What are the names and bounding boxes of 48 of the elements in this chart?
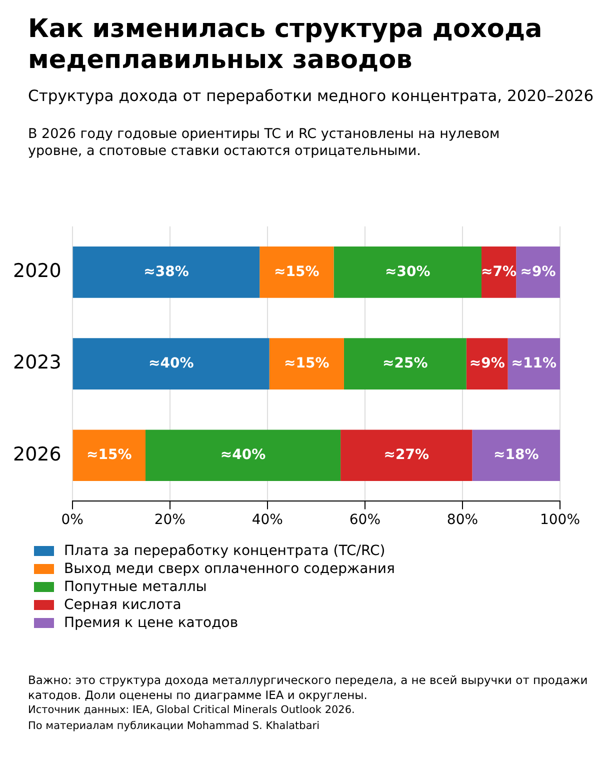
chart-title: Как изменилась структура дохода медеплавильных заводов <box>28 14 544 76</box>
bar <box>72 246 260 298</box>
x-tick-label: 100% <box>540 512 580 528</box>
y-tick-label: 2020 <box>12 260 62 282</box>
bar <box>516 246 560 298</box>
y-tick-label: 2026 <box>12 443 62 466</box>
data-label: ≈15% <box>86 447 132 464</box>
bar <box>72 430 146 482</box>
data-label: ≈15% <box>284 355 330 372</box>
data-label: ≈40% <box>220 447 266 464</box>
data-label: ≈7% <box>481 264 517 280</box>
text: По материалам публикации Mohammad S. Khalatbari <box>28 720 320 732</box>
bar <box>344 338 466 390</box>
bar <box>334 246 482 298</box>
bar <box>481 246 516 298</box>
data-label: ≈11% <box>511 355 557 372</box>
legend-label: Плата за переработку концентрата (TC/RC) <box>64 543 386 559</box>
text: Важно: это структура дохода металлургического передела, а не всей выручки от продажи катодов. Доли оценены по диаграмме IEA и округлены. <box>28 673 588 703</box>
data-label: ≈15% <box>274 264 320 280</box>
data-label: ≈25% <box>382 355 428 372</box>
legend-label: Выход меди сверх оплаченного содержания <box>64 561 395 577</box>
data-label: ≈27% <box>384 447 430 464</box>
data-label: ≈38% <box>144 264 189 280</box>
data-label: ≈9% <box>520 264 556 280</box>
bar <box>472 430 560 482</box>
legend-label: Серная кислота <box>64 597 182 613</box>
legend-label: Премия к цене катодов <box>64 615 238 631</box>
data-label: ≈18% <box>493 447 539 464</box>
bar <box>466 338 508 390</box>
x-tick-label: 0% <box>61 512 84 528</box>
bar <box>146 430 341 482</box>
data-label: ≈9% <box>469 355 505 372</box>
bar <box>340 430 472 482</box>
legend-label: Попутные металлы <box>64 579 207 595</box>
bar <box>269 338 344 390</box>
bar <box>72 338 270 390</box>
bar <box>260 246 334 298</box>
text: В 2026 году годовые ориентиры TC и RC установлены на нулевом уровне, а спотовые ставки остаются отрицательными. <box>28 126 501 160</box>
x-tick-label: 20% <box>154 512 186 528</box>
bar <box>508 338 560 390</box>
x-tick-label: 60% <box>349 512 381 528</box>
x-tick-label: 40% <box>252 512 283 528</box>
data-label: ≈30% <box>384 264 430 280</box>
data-label: ≈40% <box>148 355 194 372</box>
text: Источник данных: IEA, Global Critical Minerals Outlook 2026. <box>28 704 356 716</box>
x-tick-label: 80% <box>446 512 478 528</box>
chart-subtitle: Структура дохода от переработки медного концентрата, 2020–2026 <box>28 87 595 105</box>
y-tick-label: 2023 <box>12 352 62 374</box>
